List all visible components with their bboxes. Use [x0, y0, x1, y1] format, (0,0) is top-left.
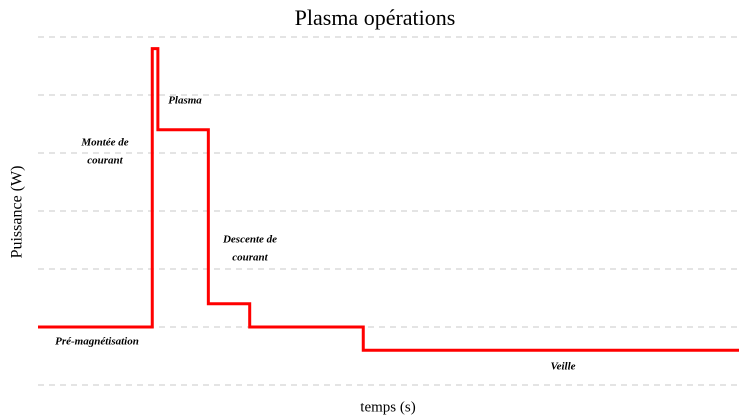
annotation: Pré-magnétisation [55, 336, 139, 348]
x-axis-label: temps (s) [360, 399, 415, 415]
annotation: courant [87, 155, 123, 167]
chart-title: Plasma opérations [295, 5, 456, 30]
annotation: Plasma [168, 95, 202, 107]
annotation: courant [232, 252, 268, 264]
annotation: Montée de [80, 137, 128, 149]
y-axis-label: Puissance (W) [9, 166, 26, 259]
annotation: Veille [550, 361, 575, 373]
annotation: Descente de [222, 234, 277, 246]
line [38, 47, 739, 352]
